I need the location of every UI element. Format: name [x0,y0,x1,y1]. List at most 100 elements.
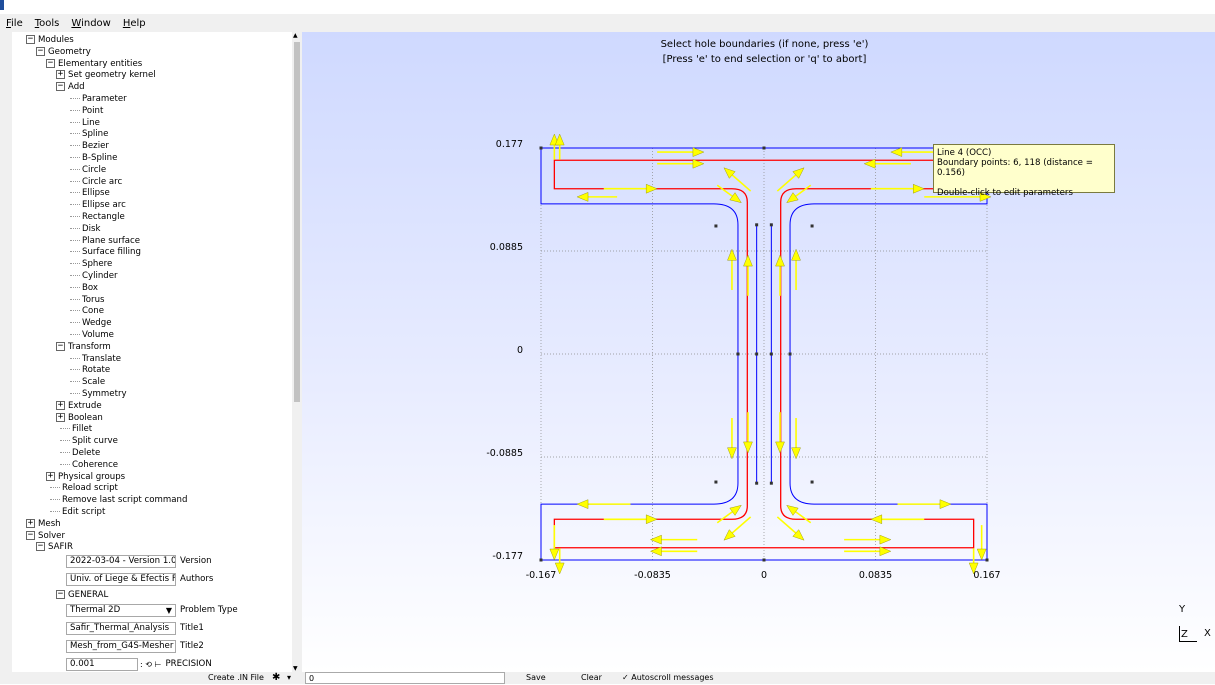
expand-icon[interactable]: + [46,470,55,481]
tree-item-geometry[interactable]: − Geometry [36,46,91,58]
boundary-point[interactable] [714,224,718,228]
boundary-point[interactable] [736,352,740,356]
scroll-down-icon[interactable]: ▼ [293,665,298,672]
gear-icon[interactable]: ✱ [272,672,281,683]
tree-item-mesh[interactable]: + Mesh [26,518,61,530]
boundary-point[interactable] [762,146,766,150]
boundary-point[interactable] [755,223,759,227]
expand-icon[interactable]: + [26,517,35,528]
tree-item-transform[interactable]: − Transform [56,341,111,353]
tree-item-rectangle[interactable]: Rectangle [70,211,125,223]
dropdown-arrow-icon[interactable]: ▼ [165,605,172,615]
expand-icon[interactable]: + [56,69,65,80]
tree-item-modules[interactable]: − Modules [26,34,74,46]
tree-item-cylinder[interactable]: Cylinder [70,270,118,282]
selected-hole-boundary[interactable] [553,159,975,549]
tree-item-surface-filling[interactable]: Surface filling [70,246,141,258]
tree-item-set-geometry-kernel[interactable]: + Set geometry kernel [56,69,156,81]
title2-field[interactable]: Mesh_from_G4S-Mesher [66,639,176,653]
collapse-icon[interactable]: − [56,81,65,92]
reset-icon[interactable]: : ⟲ ⊢ [140,659,162,669]
tree-item-coherence[interactable]: Coherence [60,459,118,471]
scroll-thumb[interactable] [294,42,300,402]
problem-type-select[interactable]: Thermal 2D ▼ [66,603,176,617]
scroll-up-icon[interactable]: ▲ [293,32,298,39]
tree-item-remove-last-script-command[interactable]: Remove last script command [50,494,187,506]
tree-item-translate[interactable]: Translate [70,353,121,365]
tree-item-solver[interactable]: − Solver [26,530,65,542]
autoscroll-checkbox[interactable]: ✓ Autoscroll messages [622,673,714,682]
boundary-point[interactable] [762,558,766,562]
tree-item-torus[interactable]: Torus [70,294,105,306]
tree-item-delete[interactable]: Delete [60,447,100,459]
expand-icon[interactable]: + [56,411,65,422]
tree-item-symmetry[interactable]: Symmetry [70,388,127,400]
tree-item-fillet[interactable]: Fillet [60,423,92,435]
save-button[interactable]: Save [526,673,546,682]
tree-item-bezier[interactable]: Bezier [70,140,109,152]
tree-item-point[interactable]: Point [70,105,103,117]
menu-help[interactable]: Help [123,18,146,29]
boundary-point[interactable] [539,558,543,562]
boundary-point[interactable] [539,146,543,150]
menu-window[interactable]: Window [71,18,110,29]
menu-file[interactable]: File [6,18,23,29]
tree-item-spline[interactable]: Spline [70,128,108,140]
boundary-point[interactable] [755,352,759,356]
tree-item-sphere[interactable]: Sphere [70,258,112,270]
tree-item-split-curve[interactable]: Split curve [60,435,118,447]
tree-item-edit-script[interactable]: Edit script [50,506,105,518]
tree-item-extrude[interactable]: + Extrude [56,400,102,412]
tree-item-volume[interactable]: Volume [70,329,114,341]
create-in-file-button[interactable]: Create .IN File [208,673,264,682]
boundary-point[interactable] [788,352,792,356]
tree-item-ellipse[interactable]: Ellipse [70,187,110,199]
tree-item-disk[interactable]: Disk [70,223,100,235]
version-field[interactable]: 2022-03-04 - Version 1.0(E [66,554,176,568]
tree-item-elementary-entities[interactable]: − Elementary entities [46,58,142,70]
tree-item-circle-arc[interactable]: Circle arc [70,176,122,188]
expand-icon[interactable]: + [56,399,65,410]
tree-item-boolean[interactable]: + Boolean [56,412,103,424]
search-input[interactable]: 0 [305,672,505,684]
tree-item-safir[interactable]: − SAFIR [36,541,73,553]
collapse-icon[interactable]: − [46,57,55,68]
collapse-icon[interactable]: − [26,529,35,540]
tree-item-rotate[interactable]: Rotate [70,364,110,376]
boundary-point[interactable] [714,480,718,484]
tree-item-circle[interactable]: Circle [70,164,106,176]
tree-item-ellipse-arc[interactable]: Ellipse arc [70,199,126,211]
boundary-point[interactable] [769,352,773,356]
tree-item-plane-surface[interactable]: Plane surface [70,235,140,247]
boundary-point[interactable] [755,481,759,485]
boundary-point[interactable] [769,223,773,227]
boundary-point[interactable] [769,481,773,485]
tree-item-physical-groups[interactable]: + Physical groups [46,471,125,483]
tree-item-parameter[interactable]: Parameter [70,93,127,105]
collapse-icon[interactable]: − [56,589,65,600]
boundary-point[interactable] [985,558,989,562]
collapse-icon[interactable]: − [36,541,45,552]
boundary-point[interactable] [810,480,814,484]
graphics-viewport[interactable]: 0.177 0.0885 0 -0.0885 -0.177 -0.167 -0.0835 0 0… [302,32,1215,672]
tree-item-box[interactable]: Box [70,282,98,294]
tree-scrollbar[interactable]: ▲ ▼ [292,32,302,672]
tree-item-wedge[interactable]: Wedge [70,317,111,329]
collapse-icon[interactable]: − [36,45,45,56]
tree-item-reload-script[interactable]: Reload script [50,482,118,494]
tree-item-add[interactable]: − Add [56,81,85,93]
tree-item-b-spline[interactable]: B-Spline [70,152,117,164]
clear-button[interactable]: Clear [581,673,602,682]
collapse-icon[interactable]: − [26,34,35,44]
tree-item-general[interactable]: − GENERAL [56,589,108,601]
boundary-point[interactable] [810,224,814,228]
authors-field[interactable]: Univ. of Liege & Efectis Fr [66,572,176,586]
menu-tools[interactable]: Tools [35,18,60,29]
tree-item-line[interactable]: Line [70,117,100,129]
tree-item-cone[interactable]: Cone [70,305,104,317]
geometry-canvas[interactable]: 0.177 0.0885 0 -0.0885 -0.177-0.167 -0.0835 0 0… [302,32,1215,672]
tree-item-scale[interactable]: Scale [70,376,105,388]
precision-field[interactable]: 0.001 [66,657,138,671]
collapse-icon[interactable]: − [56,340,65,351]
title1-field[interactable]: Safir_Thermal_Analysis [66,621,176,635]
